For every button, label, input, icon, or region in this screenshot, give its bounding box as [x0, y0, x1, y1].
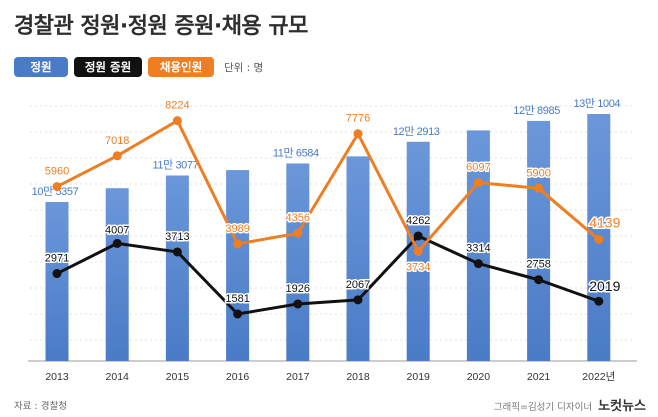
legend-hiring: 채용인원	[148, 57, 214, 77]
point-hiring	[534, 183, 544, 193]
bar-quota-label: 11만 3077	[152, 158, 198, 171]
data-label-increase: 2019	[589, 278, 620, 294]
point-hiring	[293, 228, 303, 238]
point-increase	[473, 259, 483, 269]
x-tick-label: 2021	[527, 371, 551, 383]
data-label-hiring: 5960	[45, 166, 69, 178]
point-increase	[112, 238, 122, 248]
point-increase	[172, 247, 182, 257]
point-hiring	[233, 239, 243, 249]
data-label-increase: 3713	[165, 231, 189, 243]
data-label-hiring: 6097	[466, 162, 490, 174]
data-label-increase: 1926	[286, 283, 310, 295]
data-label-increase: 2758	[526, 259, 550, 271]
bar-quota	[527, 120, 551, 361]
data-label-increase: 4007	[105, 224, 129, 236]
bar-quota	[286, 163, 310, 361]
data-label-increase: 3314	[466, 243, 490, 255]
data-label-hiring: 8224	[165, 100, 189, 112]
chart-title: 경찰관 정원·정원 증원·채용 규모	[14, 14, 308, 39]
bar-quota	[165, 175, 189, 361]
graphic-credit: 그래픽=김성기 디자이너	[493, 402, 593, 413]
source-note: 자료 : 경찰청	[14, 401, 67, 412]
x-tick-label: 2020	[467, 371, 491, 383]
point-hiring	[52, 182, 62, 192]
point-increase	[594, 296, 604, 306]
unit-label: 단위 : 명	[224, 61, 264, 74]
data-label-hiring: 7776	[346, 113, 370, 125]
legend: 정원 정원 증원 채용인원 단위 : 명	[14, 56, 263, 78]
bar-quota	[346, 156, 370, 361]
series-line-hiring	[56, 119, 600, 253]
bar-quota-label: 13만 1004	[573, 97, 620, 110]
x-tick-label: 2015	[166, 371, 190, 383]
point-hiring	[112, 151, 122, 161]
point-hiring	[473, 178, 483, 188]
data-label-increase: 2067	[346, 279, 370, 291]
series-line-increase	[56, 234, 600, 316]
footer-credit: 그래픽=김성기 디자이너 노컷뉴스	[494, 395, 646, 414]
brand-logo: 노컷뉴스	[598, 399, 646, 414]
data-label-increase: 2971	[45, 253, 69, 265]
point-hiring	[172, 116, 182, 126]
data-label-hiring: 7018	[105, 135, 129, 147]
point-increase	[233, 309, 243, 319]
data-label-hiring: 3734	[406, 261, 430, 273]
data-label-hiring: 5900	[526, 167, 550, 179]
data-label-hiring: 4356	[286, 212, 310, 224]
bar-quota-label: 12만 8985	[513, 104, 560, 117]
bar-quota-label: 12만 2913	[393, 125, 440, 138]
x-tick-label: 2013	[45, 371, 69, 383]
x-tick-label: 2019	[407, 371, 431, 383]
legend-increase: 정원 증원	[74, 57, 142, 77]
x-tick-label: 2017	[286, 371, 310, 383]
data-label-hiring: 3989	[225, 223, 249, 235]
bar-quota	[105, 188, 129, 361]
bar-quota	[226, 170, 250, 361]
point-hiring	[353, 129, 363, 139]
bar-quota-label: 10만 5357	[32, 185, 79, 198]
bar-quota	[45, 201, 69, 361]
bar-quota-label: 11만 6584	[273, 146, 319, 159]
point-increase	[52, 269, 62, 279]
x-tick-label: 2022년	[582, 371, 615, 383]
point-increase	[353, 295, 363, 305]
x-tick-label: 2018	[346, 371, 370, 383]
point-hiring	[413, 246, 423, 256]
legend-quota: 정원	[14, 57, 68, 77]
point-increase	[293, 299, 303, 309]
point-increase	[534, 275, 544, 285]
point-hiring	[594, 235, 604, 245]
x-tick-label: 2016	[226, 371, 250, 383]
x-tick-label: 2014	[106, 371, 130, 383]
point-increase	[413, 231, 423, 241]
data-label-increase: 4262	[406, 215, 430, 227]
data-label-hiring: 4139	[589, 215, 620, 231]
data-label-increase: 1581	[225, 293, 249, 305]
